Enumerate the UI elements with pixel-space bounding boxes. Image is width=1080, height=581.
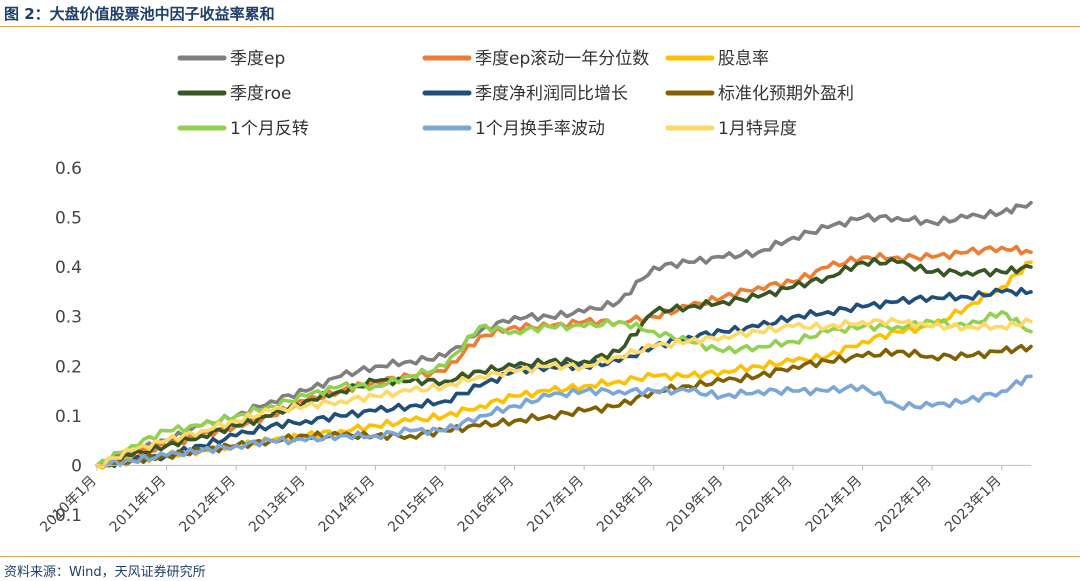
y-tick-label: 0.1: [55, 407, 82, 427]
series-line: [95, 374, 1033, 469]
legend-label: 1个月换手率波动: [475, 119, 605, 139]
x-axis: 2010年1月 2011年1月 2012年1月 2013年1月 2014年1月 2015年…: [37, 464, 1031, 536]
bottom-divider: [0, 556, 1080, 557]
x-tick-label: 2011年1月: [107, 473, 170, 536]
legend-label: 季度净利润同比增长: [475, 84, 628, 104]
series-line: [95, 316, 1033, 469]
x-tick-label: 2022年1月: [872, 473, 935, 536]
y-tick-label: 0: [71, 456, 82, 476]
x-tick-label: 2016年1月: [455, 473, 518, 536]
source-note: 资料来源：Wind，天风证券研究所: [4, 565, 206, 580]
x-tick-label: 2017年1月: [524, 473, 587, 536]
legend-label: 1月特异度: [718, 119, 797, 139]
y-axis-ticks: -0.1 0 0.1 0.2 0.3 0.4 0.5 0.6: [49, 159, 82, 526]
x-tick-label: 2023年1月: [942, 473, 1005, 536]
x-tick-label: 2020年1月: [733, 473, 796, 536]
series-line: [95, 310, 1033, 468]
series-line: [95, 257, 1033, 468]
series-line: [95, 286, 1033, 469]
y-tick-label: 0.6: [55, 159, 82, 179]
top-divider: [0, 26, 1080, 27]
x-tick-label: 2014年1月: [316, 473, 379, 536]
legend-label: 季度roe: [230, 84, 291, 104]
y-tick-label: -0.1: [49, 506, 82, 526]
series-line: [95, 200, 1033, 468]
x-tick-label: 2021年1月: [803, 473, 866, 536]
x-tick-label: 2015年1月: [385, 473, 448, 536]
x-tick-label: 2019年1月: [664, 473, 727, 536]
y-tick-label: 0.3: [55, 308, 82, 328]
x-tick-label: 2010年1月: [37, 473, 100, 536]
legend-label: 季度ep: [230, 49, 285, 69]
y-tick-label: 0.5: [55, 209, 82, 229]
x-tick-label: 2012年1月: [176, 473, 239, 536]
x-tick-label: 2018年1月: [594, 473, 657, 536]
legend-label: 季度ep滚动一年分位数: [475, 49, 649, 69]
legend-label: 股息率: [718, 49, 769, 69]
legend-label: 标准化预期外盈利: [718, 84, 854, 104]
legend-label: 1个月反转: [230, 119, 309, 139]
figure-title: 图 2：大盘价值股票池中因子收益率累和: [4, 5, 275, 23]
y-tick-label: 0.4: [55, 258, 82, 278]
x-tick-label: 2013年1月: [246, 473, 309, 536]
y-tick-label: 0.2: [55, 357, 82, 377]
series-lines: [95, 200, 1033, 470]
